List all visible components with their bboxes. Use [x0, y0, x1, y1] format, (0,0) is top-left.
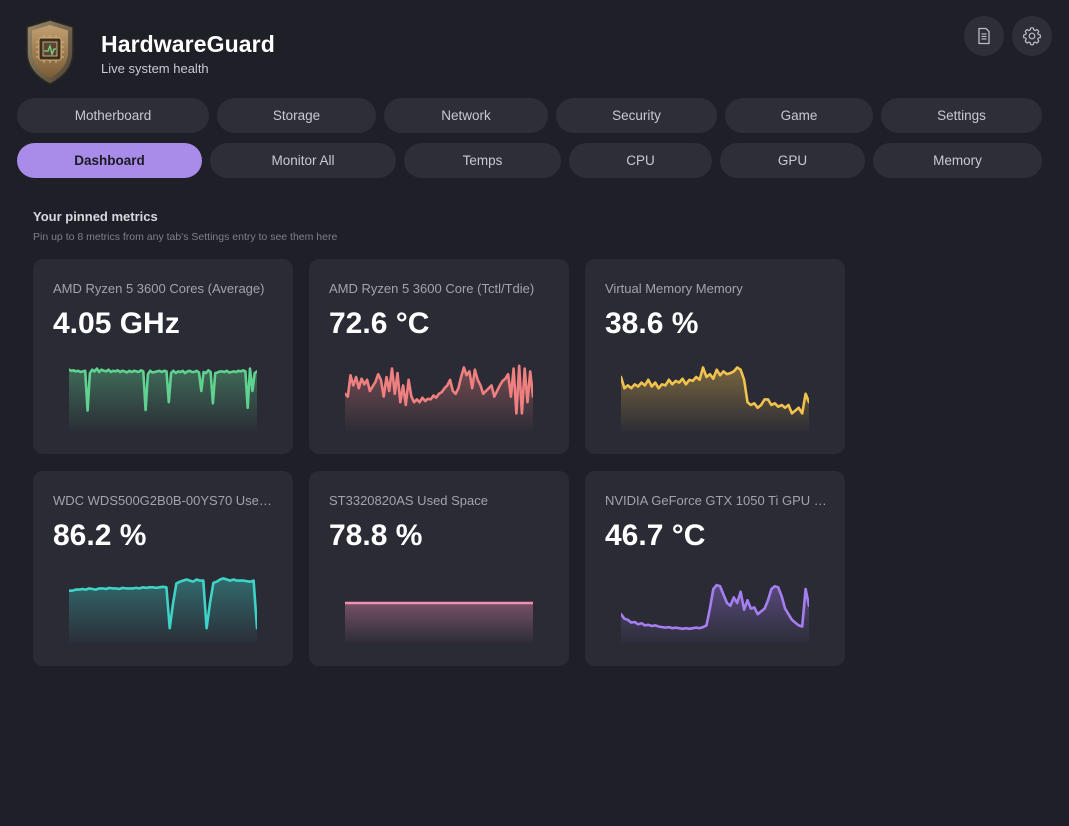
tab-memory[interactable]: Memory [873, 143, 1042, 178]
tab-motherboard[interactable]: Motherboard [17, 98, 209, 133]
metric-label: AMD Ryzen 5 3600 Cores (Average) [53, 281, 265, 296]
metric-value: 46.7 °C [605, 519, 706, 552]
metric-sparkline [621, 366, 809, 431]
sparkline-area [69, 368, 257, 431]
sparkline-line [621, 583, 809, 631]
metric-sparkline [621, 583, 809, 643]
metric-value: 78.8 % [329, 519, 423, 552]
metric-value: 86.2 % [53, 519, 147, 552]
metric-card[interactable]: Virtual Memory Memory 38.6 % [585, 259, 845, 454]
metric-label: WDC WDS500G2B0B-00YS70 Used Space [53, 493, 275, 508]
nav-row-secondary: Dashboard Monitor All Temps CPU GPU Memo… [0, 143, 1069, 178]
tab-dashboard[interactable]: Dashboard [17, 143, 202, 178]
metric-value: 72.6 °C [329, 307, 430, 340]
gear-icon [1022, 27, 1042, 46]
metric-card[interactable]: NVIDIA GeForce GTX 1050 Ti GPU Core 46.7… [585, 471, 845, 666]
tab-storage[interactable]: Storage [217, 98, 376, 133]
sparkline-line [621, 366, 809, 415]
tab-network[interactable]: Network [384, 98, 548, 133]
pinned-metrics-title: Your pinned metrics [33, 209, 158, 224]
tab-game[interactable]: Game [725, 98, 873, 133]
metric-card[interactable]: AMD Ryzen 5 3600 Cores (Average) 4.05 GH… [33, 259, 293, 454]
metric-sparkline [69, 367, 257, 431]
document-icon [978, 27, 990, 45]
tab-settings[interactable]: Settings [881, 98, 1042, 133]
sparkline-line [69, 367, 257, 412]
app-header: HardwareGuard Live system health [0, 0, 1069, 96]
sparkline-area [345, 365, 533, 431]
tab-temps[interactable]: Temps [404, 143, 561, 178]
metric-label: Virtual Memory Memory [605, 281, 743, 296]
metric-card[interactable]: AMD Ryzen 5 3600 Core (Tctl/Tdie) 72.6 °… [309, 259, 569, 454]
metric-sparkline [345, 364, 533, 431]
metric-label: AMD Ryzen 5 3600 Core (Tctl/Tdie) [329, 281, 535, 296]
nav-row-primary: Motherboard Storage Network Security Gam… [0, 98, 1069, 133]
metric-value: 38.6 % [605, 307, 699, 340]
metric-label: NVIDIA GeForce GTX 1050 Ti GPU Core [605, 493, 827, 508]
metric-sparkline [345, 601, 533, 643]
settings-button[interactable] [1012, 16, 1052, 56]
metric-label: ST3320820AS Used Space [329, 493, 488, 508]
tab-security[interactable]: Security [556, 98, 717, 133]
sparkline-line [69, 577, 257, 630]
metric-value: 4.05 GHz [53, 307, 180, 340]
app-subtitle: Live system health [101, 61, 209, 76]
sparkline-line [345, 364, 533, 415]
shield-chip-logo-icon [26, 19, 74, 85]
tab-monitor-all[interactable]: Monitor All [210, 143, 396, 178]
sparkline-area [69, 578, 257, 643]
tab-gpu[interactable]: GPU [720, 143, 865, 178]
sparkline-area [345, 603, 533, 643]
metric-card[interactable]: WDC WDS500G2B0B-00YS70 Used Space 86.2 % [33, 471, 293, 666]
app-title: HardwareGuard [101, 31, 275, 57]
report-button[interactable] [964, 16, 1004, 56]
pinned-metrics-subtitle: Pin up to 8 metrics from any tab's Setti… [33, 231, 338, 243]
metric-card[interactable]: ST3320820AS Used Space 78.8 % [309, 471, 569, 666]
metric-sparkline [69, 577, 257, 643]
tab-cpu[interactable]: CPU [569, 143, 712, 178]
